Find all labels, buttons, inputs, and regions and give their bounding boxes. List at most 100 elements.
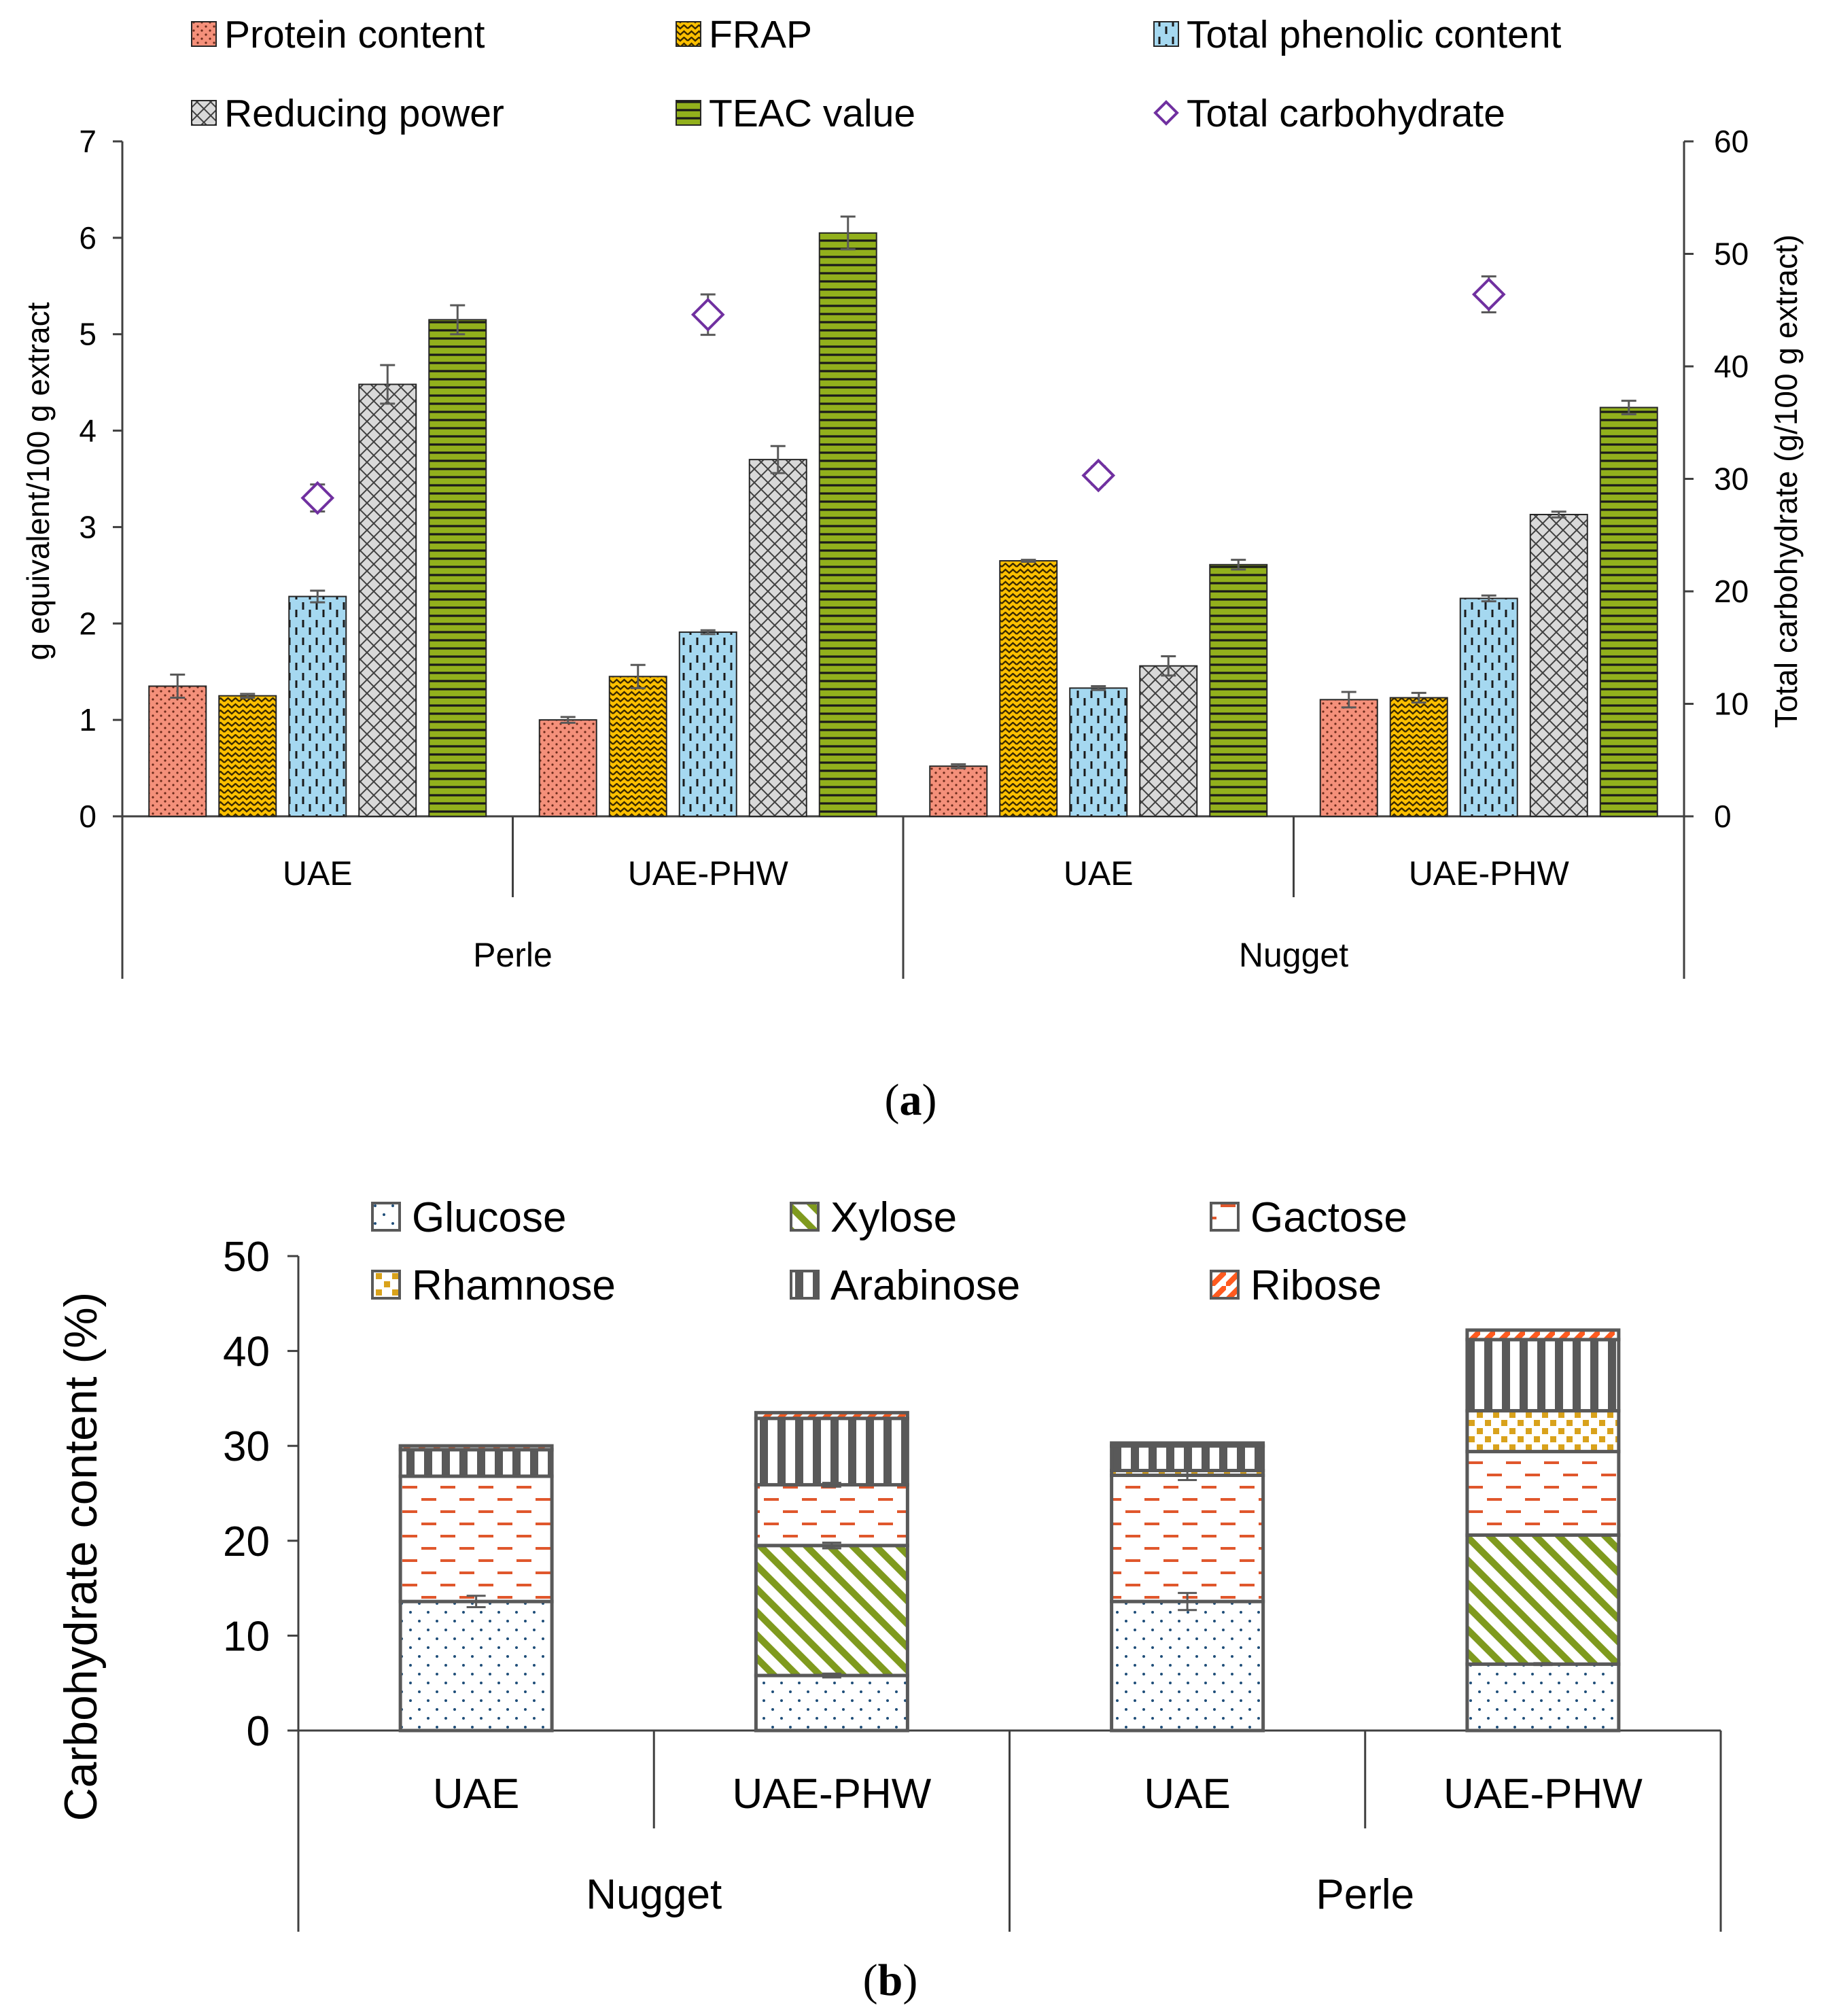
bar-frap <box>1389 697 1448 818</box>
y-tick-label: 10 <box>223 1613 270 1660</box>
bar-reducing-power <box>1139 665 1198 818</box>
legend-swatch <box>371 1270 401 1300</box>
legend-item-gactose: Gactose <box>1210 1194 1407 1241</box>
chart-panel-a: Protein content FRAP Total phenolic conten… <box>20 13 1804 979</box>
y-tick-label: 4 <box>79 413 97 449</box>
legend-swatch <box>790 1202 820 1232</box>
legend-label: Reducing power <box>224 92 504 135</box>
bar-teac-value <box>1209 563 1268 817</box>
y-tick-label: 7 <box>79 124 97 159</box>
marker-total-carbohydrate <box>1471 277 1506 311</box>
legend-swatch <box>191 100 217 126</box>
axes-a: 0 1 2 3 4 5 6 7 0 10 20 30 40 50 60 UAE UAE-PHW UAE UAE-PH… <box>79 124 1749 979</box>
category-label: UAE <box>1064 854 1134 892</box>
legend-item-arabinose: Arabinose <box>790 1262 1020 1309</box>
legend-item-total-carbohydrate: Total carbohydrate <box>1153 92 1505 135</box>
segment-gactose <box>398 1474 554 1603</box>
bar-protein-content <box>148 685 207 817</box>
legend-label: Arabinose <box>830 1262 1020 1309</box>
bar-frap <box>999 560 1058 817</box>
legend-label: FRAP <box>709 13 812 56</box>
y2-tick-label: 60 <box>1714 124 1749 159</box>
bar-reducing-power <box>1529 513 1588 817</box>
y-tick-label: 20 <box>223 1518 270 1565</box>
y-axis-title-right: Total carbohydrate (g/100 g extract) <box>1768 234 1804 728</box>
legend-label: TEAC value <box>709 92 915 135</box>
segment-ribose <box>1110 1441 1265 1448</box>
y-tick-label: 40 <box>223 1329 270 1376</box>
bar-total-phenolic-content <box>1069 687 1128 818</box>
group-label: Nugget <box>586 1871 722 1918</box>
legend-swatch <box>371 1202 401 1232</box>
y2-tick-label: 10 <box>1714 687 1749 722</box>
panel-label-a: (a) <box>885 1075 937 1125</box>
legend-swatch <box>790 1270 820 1300</box>
group-label: Nugget <box>1239 936 1348 974</box>
y-tick-label: 3 <box>79 509 97 544</box>
bar-frap <box>218 695 277 818</box>
legend-label: Protein content <box>224 13 485 56</box>
category-label: UAE <box>283 854 353 892</box>
legend-swatch <box>1210 1270 1240 1300</box>
y-tick-label: 5 <box>79 317 97 352</box>
segment-arabinose <box>754 1417 909 1487</box>
legend-item-total-phenolic-content: Total phenolic content <box>1153 13 1562 56</box>
bar-teac-value <box>818 232 877 817</box>
legend-swatch <box>676 21 701 47</box>
bar-reducing-power <box>358 383 417 817</box>
category-label: UAE-PHW <box>1443 1771 1643 1818</box>
y-tick-label: 2 <box>79 606 97 641</box>
legend-b: Glucose Xylose Gactose Rhamnose Arabinose Rib… <box>371 1194 1407 1309</box>
segment-ribose <box>1465 1328 1621 1342</box>
marker-total-carbohydrate <box>690 298 725 332</box>
legend-item-ribose: Ribose <box>1210 1262 1382 1309</box>
panel-label-b: (b) <box>863 1956 918 2005</box>
legend-label: Glucose <box>412 1194 566 1241</box>
legend-item-teac-value: TEAC value <box>676 92 915 135</box>
y2-tick-label: 0 <box>1714 799 1732 834</box>
segment-glucose <box>398 1599 554 1733</box>
legend-label: Total phenolic content <box>1187 13 1562 56</box>
y2-tick-label: 30 <box>1714 462 1749 497</box>
segment-gactose <box>754 1482 909 1548</box>
group-label: Perle <box>1316 1871 1414 1918</box>
bar-protein-content <box>1319 699 1378 818</box>
legend-swatch <box>1153 100 1179 126</box>
y2-tick-label: 50 <box>1714 237 1749 272</box>
category-label: UAE-PHW <box>732 1771 931 1818</box>
legend-item-rhamnose: Rhamnose <box>371 1262 616 1309</box>
marker-total-carbohydrate <box>1081 458 1116 493</box>
y2-tick-label: 20 <box>1714 574 1749 609</box>
segment-arabinose <box>398 1448 554 1478</box>
legend-item-frap: FRAP <box>676 13 812 56</box>
legend-item-xylose: Xylose <box>790 1194 957 1241</box>
y2-tick-label: 40 <box>1714 349 1749 384</box>
legend-swatch <box>191 21 217 47</box>
segment-arabinose <box>1110 1444 1265 1472</box>
bar-protein-content <box>538 719 597 817</box>
segment-ribose <box>754 1410 909 1421</box>
bar-protein-content <box>929 765 988 817</box>
y-axis-title-left: g equivalent/100 g extract <box>20 302 56 660</box>
legend-label: Ribose <box>1250 1262 1382 1309</box>
legend-item-reducing-power: Reducing power <box>191 92 504 135</box>
bar-teac-value <box>428 319 487 817</box>
y-tick-label: 1 <box>79 702 97 737</box>
segment-xylose <box>754 1544 909 1678</box>
carbohydrate-markers <box>300 275 1506 515</box>
bars-b <box>398 1328 1621 1733</box>
bar-teac-value <box>1599 406 1658 817</box>
legend-label: Xylose <box>830 1194 957 1241</box>
y-tick-label: 30 <box>223 1423 270 1470</box>
y-tick-label: 0 <box>247 1708 270 1755</box>
segment-glucose <box>1465 1662 1621 1733</box>
segment-glucose <box>1110 1599 1265 1733</box>
y-axis-title-b: Carbohydrate content (%) <box>55 1292 107 1822</box>
chart-panel-b: Glucose Xylose Gactose Rhamnose Arabinose Rib… <box>55 1194 1722 1932</box>
y-tick-label: 0 <box>79 799 97 834</box>
category-label: UAE <box>1144 1771 1230 1818</box>
bar-total-phenolic-content <box>678 631 737 817</box>
segment-glucose <box>754 1673 909 1733</box>
category-label: UAE-PHW <box>628 854 789 892</box>
